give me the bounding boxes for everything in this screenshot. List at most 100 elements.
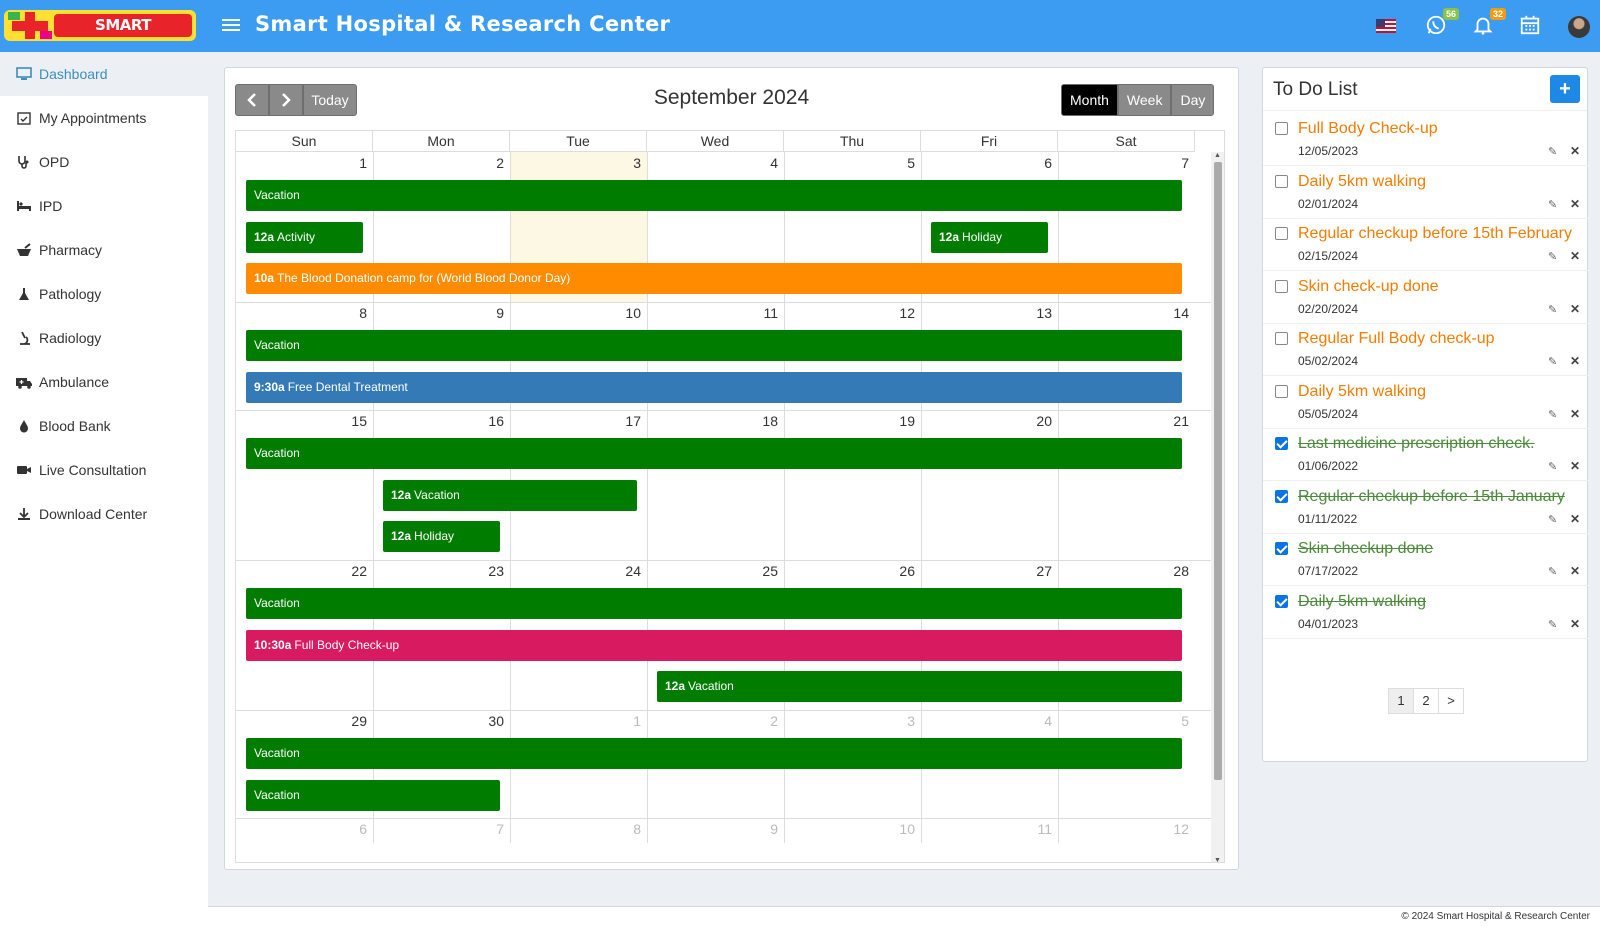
day-number[interactable]: 28 bbox=[1173, 563, 1189, 579]
day-number[interactable]: 29 bbox=[351, 713, 367, 729]
todo-checkbox[interactable] bbox=[1275, 489, 1288, 503]
today-button[interactable]: Today bbox=[303, 84, 357, 116]
pencil-icon[interactable]: ✎ bbox=[1548, 566, 1558, 578]
day-number[interactable]: 20 bbox=[1036, 413, 1052, 429]
day-number[interactable]: 26 bbox=[899, 563, 915, 579]
todo-checkbox[interactable] bbox=[1275, 122, 1288, 135]
day-number[interactable]: 3 bbox=[633, 155, 641, 171]
us-flag-icon[interactable] bbox=[1376, 19, 1396, 33]
day-number[interactable]: 2 bbox=[770, 713, 778, 729]
pencil-icon[interactable]: ✎ bbox=[1548, 198, 1558, 211]
day-number[interactable]: 7 bbox=[496, 821, 504, 837]
sidebar-item-blood-bank[interactable]: Blood Bank bbox=[0, 404, 208, 448]
hospital-logo[interactable]: SMART HOSPITAL bbox=[4, 10, 196, 41]
pencil-icon[interactable]: ✎ bbox=[1548, 146, 1558, 158]
next-page-button[interactable]: > bbox=[1438, 688, 1464, 714]
day-number[interactable]: 5 bbox=[907, 155, 915, 171]
page-2-button[interactable]: 2 bbox=[1413, 688, 1439, 714]
day-number[interactable]: 5 bbox=[1181, 713, 1189, 729]
sidebar-item-live-consultation[interactable]: Live Consultation bbox=[0, 448, 208, 492]
next-month-button[interactable] bbox=[269, 84, 303, 116]
day-number[interactable]: 3 bbox=[907, 713, 915, 729]
todo-checkbox[interactable] bbox=[1275, 437, 1288, 450]
day-number[interactable]: 18 bbox=[762, 413, 778, 429]
calendar-event[interactable]: 12a Vacation bbox=[383, 479, 637, 511]
day-number[interactable]: 27 bbox=[1036, 563, 1052, 579]
calendar-event[interactable]: 12a Vacation bbox=[657, 671, 1182, 702]
user-avatar[interactable] bbox=[1568, 16, 1590, 38]
day-number[interactable]: 8 bbox=[633, 821, 641, 837]
calendar-event[interactable]: Vacation bbox=[246, 330, 1182, 361]
add-todo-button[interactable]: + bbox=[1550, 75, 1580, 103]
day-number[interactable]: 30 bbox=[488, 713, 504, 729]
prev-month-button[interactable] bbox=[235, 84, 269, 116]
day-number[interactable]: 8 bbox=[359, 305, 367, 321]
day-number[interactable]: 23 bbox=[488, 563, 504, 579]
sidebar-item-my-appointments[interactable]: My Appointments bbox=[0, 96, 208, 140]
day-number[interactable]: 13 bbox=[1036, 305, 1052, 321]
day-number[interactable]: 6 bbox=[1044, 155, 1052, 171]
close-icon[interactable]: ✕ bbox=[1570, 196, 1581, 211]
sidebar-item-pharmacy[interactable]: Pharmacy bbox=[0, 228, 208, 272]
day-number[interactable]: 9 bbox=[770, 821, 778, 837]
whatsapp-icon[interactable]: 56 bbox=[1425, 8, 1459, 38]
pencil-icon[interactable]: ✎ bbox=[1548, 408, 1558, 421]
day-number[interactable]: 2 bbox=[496, 155, 504, 171]
day-number[interactable]: 10 bbox=[899, 821, 915, 837]
calendar-event[interactable]: 12a Holiday bbox=[931, 221, 1048, 253]
day-number[interactable]: 1 bbox=[359, 155, 367, 171]
page-1-button[interactable]: 1 bbox=[1388, 688, 1414, 714]
close-icon[interactable]: ✕ bbox=[1570, 406, 1581, 421]
close-icon[interactable]: ✕ bbox=[1570, 301, 1581, 316]
close-icon[interactable]: ✕ bbox=[1570, 354, 1581, 368]
menu-toggle-icon[interactable] bbox=[222, 16, 240, 34]
calendar-event[interactable]: Vacation bbox=[246, 588, 1182, 619]
calendar-event[interactable]: 10a The Blood Donation camp for (World Bl… bbox=[246, 263, 1182, 294]
calendar-event[interactable]: 12a Activity bbox=[246, 221, 363, 253]
day-number[interactable]: 9 bbox=[496, 305, 504, 321]
day-number[interactable]: 25 bbox=[762, 563, 778, 579]
view-week-button[interactable]: Week bbox=[1117, 84, 1172, 116]
close-icon[interactable]: ✕ bbox=[1570, 249, 1581, 263]
day-number[interactable]: 12 bbox=[1173, 821, 1189, 837]
close-icon[interactable]: ✕ bbox=[1570, 511, 1581, 526]
day-number[interactable]: 15 bbox=[351, 413, 367, 429]
calendar-event[interactable]: Vacation bbox=[246, 738, 1182, 769]
pencil-icon[interactable]: ✎ bbox=[1548, 251, 1558, 263]
sidebar-item-download-center[interactable]: Download Center bbox=[0, 492, 208, 536]
day-number[interactable]: 6 bbox=[359, 821, 367, 837]
todo-checkbox[interactable] bbox=[1275, 227, 1288, 240]
day-number[interactable]: 12 bbox=[899, 305, 915, 321]
day-number[interactable]: 21 bbox=[1173, 413, 1189, 429]
sidebar-item-radiology[interactable]: Radiology bbox=[0, 316, 208, 360]
sidebar-item-ambulance[interactable]: Ambulance bbox=[0, 360, 208, 404]
pencil-icon[interactable]: ✎ bbox=[1548, 303, 1558, 316]
calendar-event[interactable]: 12a Holiday bbox=[383, 521, 500, 552]
todo-checkbox[interactable] bbox=[1275, 279, 1288, 293]
close-icon[interactable]: ✕ bbox=[1570, 616, 1581, 631]
calendar-icon[interactable] bbox=[1519, 14, 1543, 38]
sidebar-item-pathology[interactable]: Pathology bbox=[0, 272, 208, 316]
calendar-event[interactable]: 9:30a Free Dental Treatment bbox=[246, 371, 1182, 403]
day-number[interactable]: 14 bbox=[1173, 305, 1189, 321]
day-number[interactable]: 10 bbox=[625, 305, 641, 321]
day-number[interactable]: 7 bbox=[1181, 155, 1189, 171]
todo-checkbox[interactable] bbox=[1275, 542, 1288, 555]
sidebar-item-ipd[interactable]: IPD bbox=[0, 184, 208, 228]
day-number[interactable]: 17 bbox=[625, 413, 641, 429]
calendar-event[interactable]: 10:30a Full Body Check-up bbox=[246, 629, 1182, 661]
day-number[interactable]: 11 bbox=[1037, 821, 1052, 837]
day-number[interactable]: 22 bbox=[351, 563, 367, 579]
sidebar-item-dashboard[interactable]: Dashboard bbox=[0, 52, 208, 96]
day-number[interactable]: 4 bbox=[770, 155, 778, 171]
view-day-button[interactable]: Day bbox=[1171, 84, 1215, 116]
day-number[interactable]: 24 bbox=[625, 563, 641, 579]
calendar-event[interactable]: Vacation bbox=[246, 779, 500, 811]
calendar-event[interactable]: Vacation bbox=[246, 438, 1182, 469]
day-number[interactable]: 16 bbox=[488, 413, 504, 429]
view-month-button[interactable]: Month bbox=[1061, 84, 1118, 116]
pencil-icon[interactable]: ✎ bbox=[1548, 513, 1558, 526]
day-number[interactable]: 4 bbox=[1044, 713, 1052, 729]
close-icon[interactable]: ✕ bbox=[1570, 459, 1581, 473]
day-number[interactable]: 19 bbox=[899, 413, 915, 429]
